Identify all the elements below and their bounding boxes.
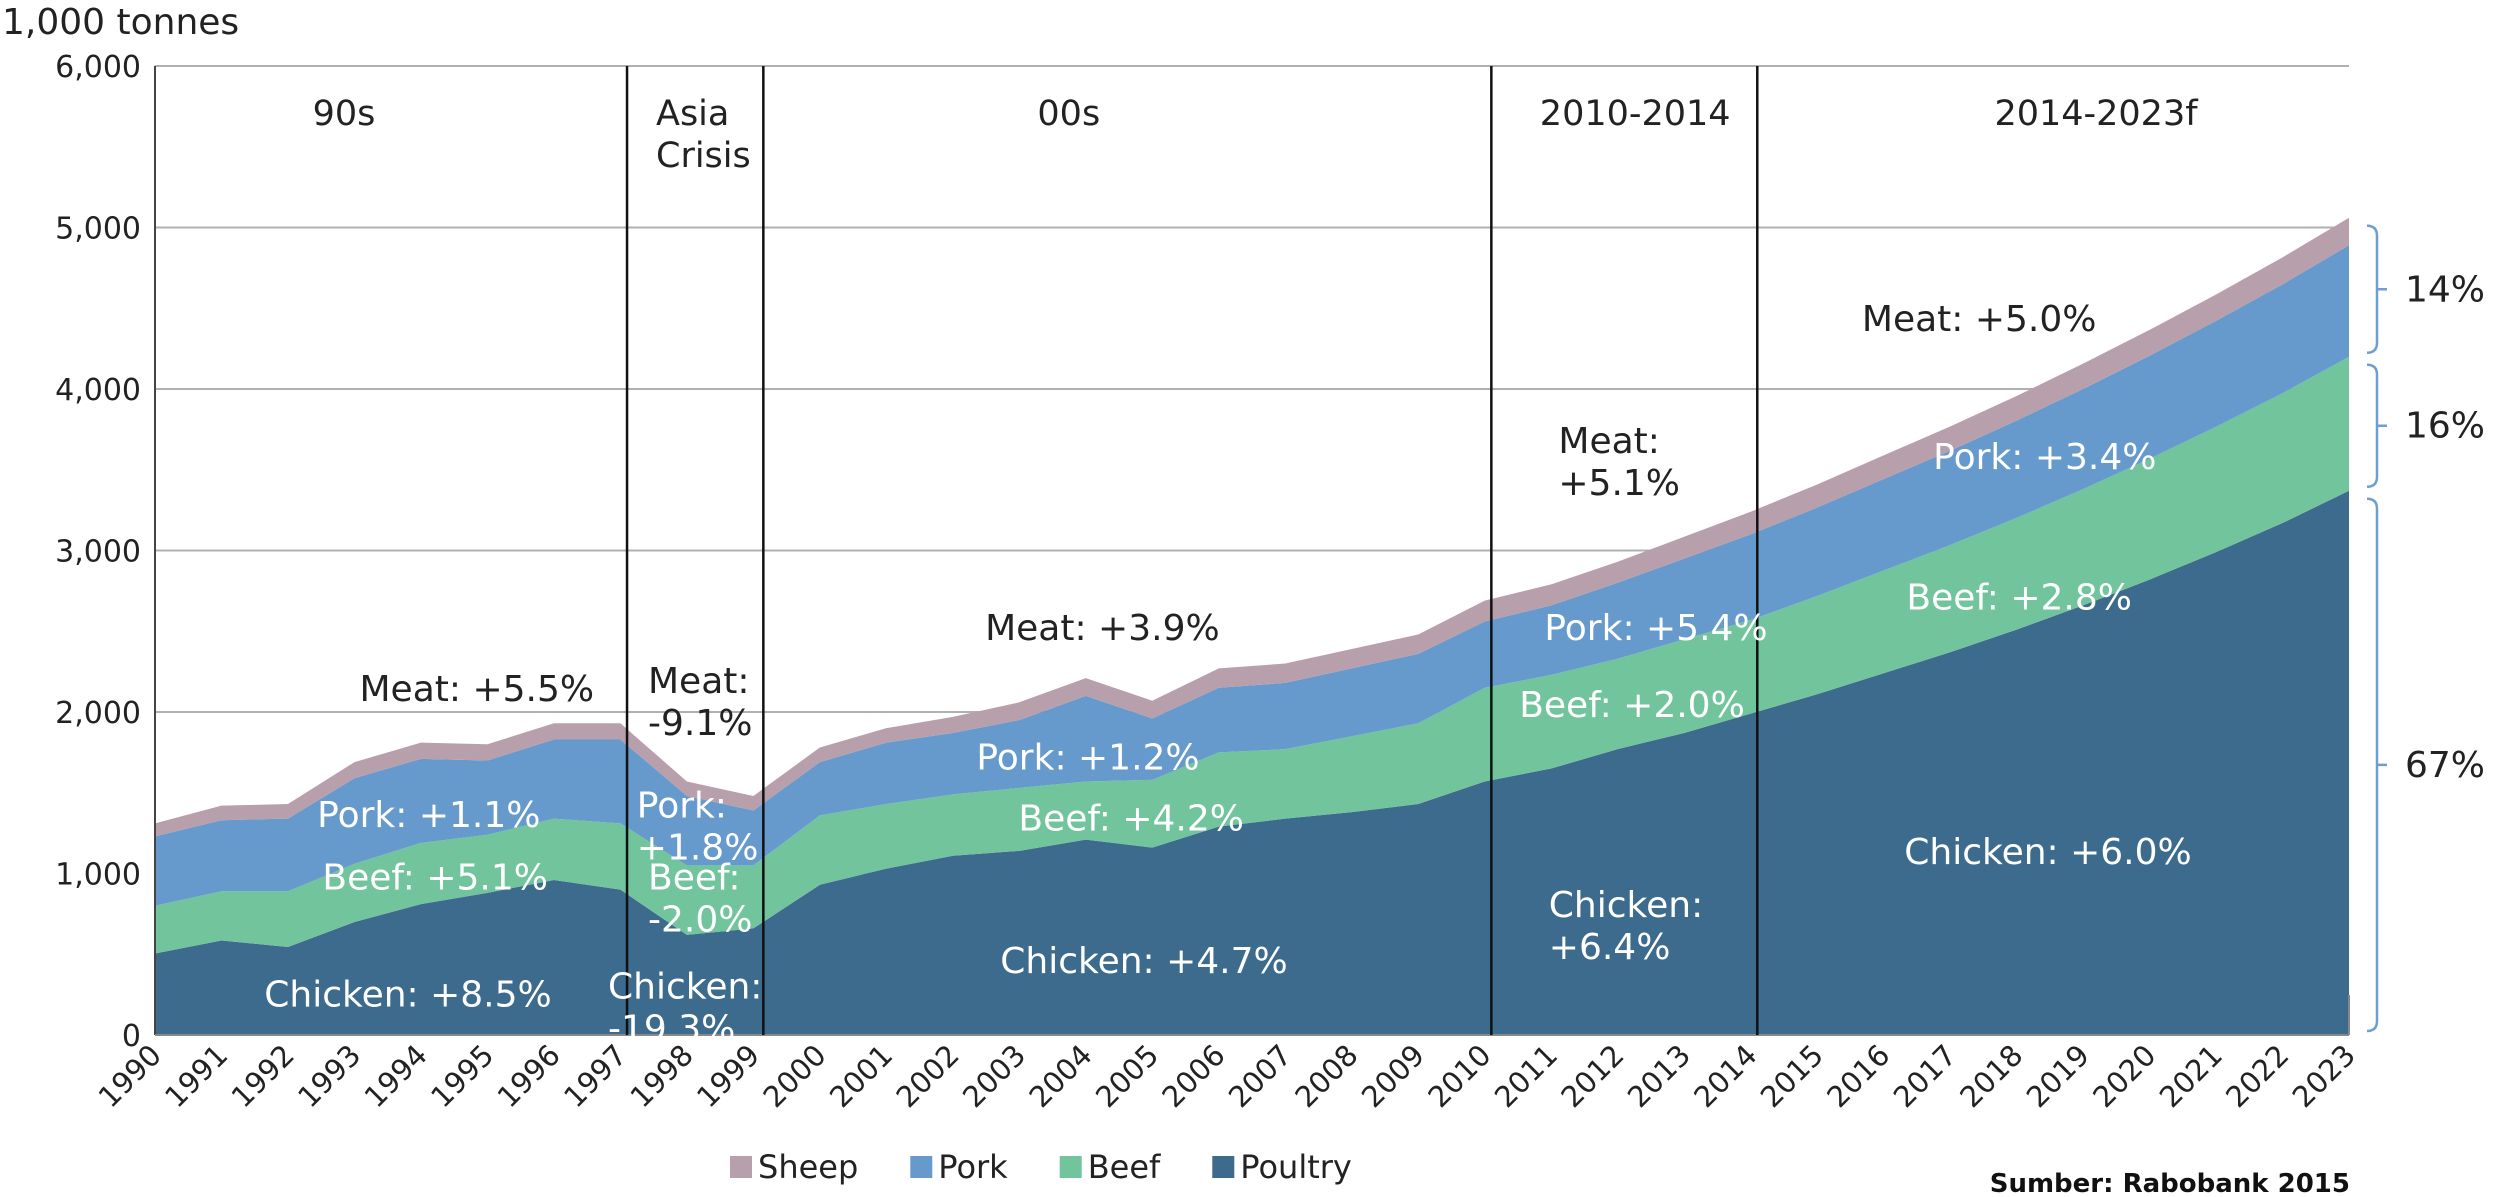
annotation: -2.0% <box>648 900 752 941</box>
annotation: Chicken: +4.7% <box>1000 941 1287 982</box>
x-tick-label: 2003 <box>956 1038 1032 1114</box>
x-tick-label: 1994 <box>358 1038 434 1114</box>
share-bracket <box>2366 497 2387 1033</box>
y-tick-label: 5,000 <box>55 212 141 247</box>
x-tick-label: 2011 <box>1488 1038 1564 1114</box>
period-label: Crisis <box>656 136 751 176</box>
x-tick-label: 2005 <box>1089 1038 1165 1114</box>
x-tick-label: 2006 <box>1155 1038 1231 1114</box>
x-tick-label: 2020 <box>2086 1038 2162 1114</box>
period-label: 00s <box>1037 94 1100 134</box>
annotation: -9.1% <box>648 703 752 744</box>
annotation: Beef: +5.1% <box>322 858 548 899</box>
x-tick-label: 2009 <box>1355 1038 1431 1114</box>
x-tick-label: 2013 <box>1621 1038 1697 1114</box>
y-tick-label: 6,000 <box>55 50 141 85</box>
x-tick-label: 2022 <box>2219 1038 2295 1114</box>
x-tick-label: 2004 <box>1023 1038 1099 1114</box>
period-label: 90s <box>313 94 376 134</box>
y-axis-label: 1,000 tonnes <box>2 2 239 43</box>
x-tick-label: 2007 <box>1222 1038 1298 1114</box>
annotation: Meat: <box>1558 421 1660 462</box>
x-tick-label: 2018 <box>1953 1038 2029 1114</box>
y-tick-label: 3,000 <box>55 535 141 570</box>
x-tick-label: 1996 <box>491 1038 567 1114</box>
legend-swatch <box>910 1156 933 1178</box>
legend-label: Pork <box>938 1148 1008 1186</box>
period-label: 2010-2014 <box>1540 94 1731 134</box>
annotation: Meat: <box>648 661 750 702</box>
annotation: Beef: <box>648 858 741 899</box>
source: Sumber: Rabobank 2015 <box>1990 1169 2350 1197</box>
annotation: Chicken: +8.5% <box>264 974 551 1015</box>
x-tick-label: 2008 <box>1288 1038 1364 1114</box>
x-tick-label: 2019 <box>2020 1038 2096 1114</box>
annotation: Pork: +3.4% <box>1933 437 2156 478</box>
annotation: Chicken: <box>608 966 762 1007</box>
legend-swatch <box>1212 1156 1235 1178</box>
annotation: +1.8% <box>637 828 759 869</box>
share-label: 16% <box>2405 406 2485 447</box>
share-bracket <box>2366 224 2387 354</box>
legend-label: Poultry <box>1240 1148 1352 1186</box>
x-tick-label: 2016 <box>1820 1038 1896 1114</box>
x-tick-label: 1991 <box>158 1038 234 1114</box>
y-tick-label: 0 <box>122 1019 141 1054</box>
annotation: +6.4% <box>1549 927 1671 968</box>
annotation: +5.1% <box>1558 463 1680 504</box>
annotation: Beef: +2.0% <box>1519 685 1745 726</box>
area <box>155 245 2349 906</box>
area <box>155 490 2349 1035</box>
annotation: Pork: <box>637 786 727 827</box>
period-label: Asia <box>656 94 729 134</box>
x-tick-label: 2021 <box>2153 1038 2229 1114</box>
x-tick-label: 2002 <box>890 1038 966 1114</box>
legend-label: Sheep <box>758 1148 858 1186</box>
annotation: Chicken: +6.0% <box>1904 832 2191 873</box>
x-tick-label: 2014 <box>1687 1038 1763 1114</box>
annotation: Meat: +3.9% <box>985 608 1220 649</box>
legend-swatch <box>1059 1156 1082 1178</box>
annotation: Pork: +1.1% <box>317 795 540 836</box>
annotation: Pork: +1.2% <box>976 738 1199 779</box>
x-tick-label: 2001 <box>823 1038 899 1114</box>
annotation: Chicken: <box>1549 885 1703 926</box>
x-tick-label: 2015 <box>1754 1038 1830 1114</box>
annotation: Beef: +2.8% <box>1906 578 2132 619</box>
x-tick-label: 2010 <box>1421 1038 1497 1114</box>
legend-label: Beef <box>1088 1148 1161 1186</box>
x-tick-label: 2012 <box>1554 1038 1630 1114</box>
period-label: 2014-2023f <box>1994 94 2198 134</box>
annotation: Meat: +5.5% <box>360 669 595 710</box>
x-tick-label: 1992 <box>225 1038 301 1114</box>
y-tick-label: 1,000 <box>55 858 141 893</box>
x-tick-label: 1993 <box>291 1038 367 1114</box>
share-bracket <box>2366 363 2387 488</box>
share-label: 14% <box>2405 269 2485 310</box>
annotation: Beef: +4.2% <box>1018 798 1244 839</box>
share-label: 67% <box>2405 745 2485 786</box>
x-tick-label: 2023 <box>2286 1038 2362 1114</box>
x-tick-label: 2000 <box>757 1038 833 1114</box>
y-tick-label: 4,000 <box>55 373 141 408</box>
annotation: Meat: +5.0% <box>1862 299 2097 340</box>
annotation: Pork: +5.4% <box>1544 608 1767 649</box>
x-tick-label: 2017 <box>1887 1038 1963 1114</box>
annotation: -19.3% <box>608 1008 735 1049</box>
y-tick-label: 2,000 <box>55 696 141 731</box>
legend-swatch <box>730 1156 752 1178</box>
area <box>155 356 2349 954</box>
x-tick-label: 1995 <box>424 1038 500 1114</box>
